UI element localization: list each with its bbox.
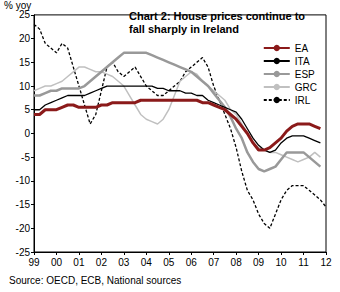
svg-text:15: 15	[19, 57, 31, 68]
svg-text:ITA: ITA	[295, 56, 310, 67]
svg-text:0: 0	[24, 128, 30, 139]
svg-text:ESP: ESP	[295, 69, 315, 80]
svg-text:25: 25	[19, 9, 31, 20]
svg-text:-5: -5	[21, 152, 30, 163]
svg-text:-10: -10	[16, 175, 31, 186]
svg-text:01: 01	[73, 257, 85, 268]
svg-text:Source: OECD, ECB, National so: Source: OECD, ECB, National sources	[9, 275, 181, 286]
svg-text:-20: -20	[16, 223, 31, 234]
svg-text:05: 05	[163, 257, 175, 268]
svg-text:EA: EA	[295, 43, 309, 54]
svg-text:5: 5	[24, 104, 30, 115]
svg-text:02: 02	[96, 257, 108, 268]
svg-text:12: 12	[320, 257, 332, 268]
svg-text:-25: -25	[15, 246, 30, 258]
svg-text:03: 03	[118, 257, 130, 268]
svg-text:00: 00	[51, 257, 63, 268]
svg-text:20: 20	[19, 33, 31, 44]
svg-text:06: 06	[186, 257, 198, 268]
svg-text:Chart 2: House prices continue: Chart 2: House prices continue to	[129, 10, 308, 22]
svg-text:fall sharply in Ireland: fall sharply in Ireland	[129, 23, 239, 35]
svg-text:GRC: GRC	[295, 82, 317, 93]
svg-text:09: 09	[253, 257, 265, 268]
svg-text:10: 10	[19, 81, 31, 92]
svg-text:08: 08	[231, 257, 243, 268]
svg-text:-15: -15	[16, 199, 31, 210]
svg-text:04: 04	[141, 257, 153, 268]
svg-text:10: 10	[276, 257, 288, 268]
svg-text:07: 07	[208, 257, 220, 268]
svg-text:IRL: IRL	[295, 95, 311, 106]
svg-text:11: 11	[298, 257, 309, 268]
svg-text:99: 99	[28, 257, 40, 268]
